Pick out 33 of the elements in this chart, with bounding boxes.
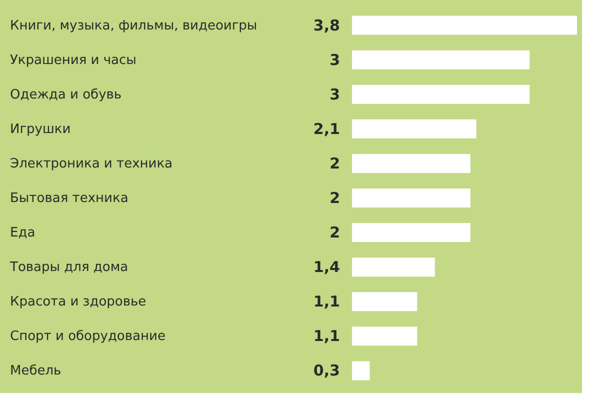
bar	[352, 16, 577, 35]
bar	[352, 361, 370, 380]
y-tick-label: Одежда и обувь	[10, 87, 122, 102]
data-label: 1,1	[313, 292, 340, 311]
data-label: 2	[330, 189, 340, 207]
bar	[352, 258, 435, 277]
y-tick-label: Товары для дома	[9, 260, 128, 276]
y-tick-label: Мебель	[10, 364, 62, 379]
y-tick-label: Красота и здоровье	[10, 294, 146, 310]
y-tick-label: Еда	[10, 226, 36, 241]
bar	[352, 154, 470, 173]
data-label: 2	[330, 154, 340, 172]
data-label: 1,4	[313, 258, 340, 276]
y-tick-label: Украшения и часы	[10, 52, 136, 68]
y-tick-label: Спорт и оборудование	[10, 329, 166, 344]
y-tick-label: Бытовая техника	[10, 191, 128, 206]
bar	[352, 188, 470, 208]
bar	[352, 326, 418, 346]
data-label: 0,3	[313, 362, 340, 380]
bar	[352, 119, 476, 138]
y-tick-label: Электроника и техника	[10, 156, 173, 172]
data-label: 3	[330, 50, 340, 69]
data-label: 2,1	[313, 120, 340, 138]
data-label: 3,8	[313, 16, 340, 34]
bar	[352, 292, 418, 312]
data-label: 1,1	[313, 327, 340, 346]
bar	[352, 223, 470, 242]
bar	[352, 84, 530, 104]
data-label: 3	[330, 85, 340, 104]
data-label: 2	[330, 224, 340, 242]
bar	[352, 50, 530, 70]
y-tick-label: Игрушки	[10, 122, 71, 137]
y-tick-label: Книги, музыка, фильмы, видеоигры	[10, 18, 258, 34]
